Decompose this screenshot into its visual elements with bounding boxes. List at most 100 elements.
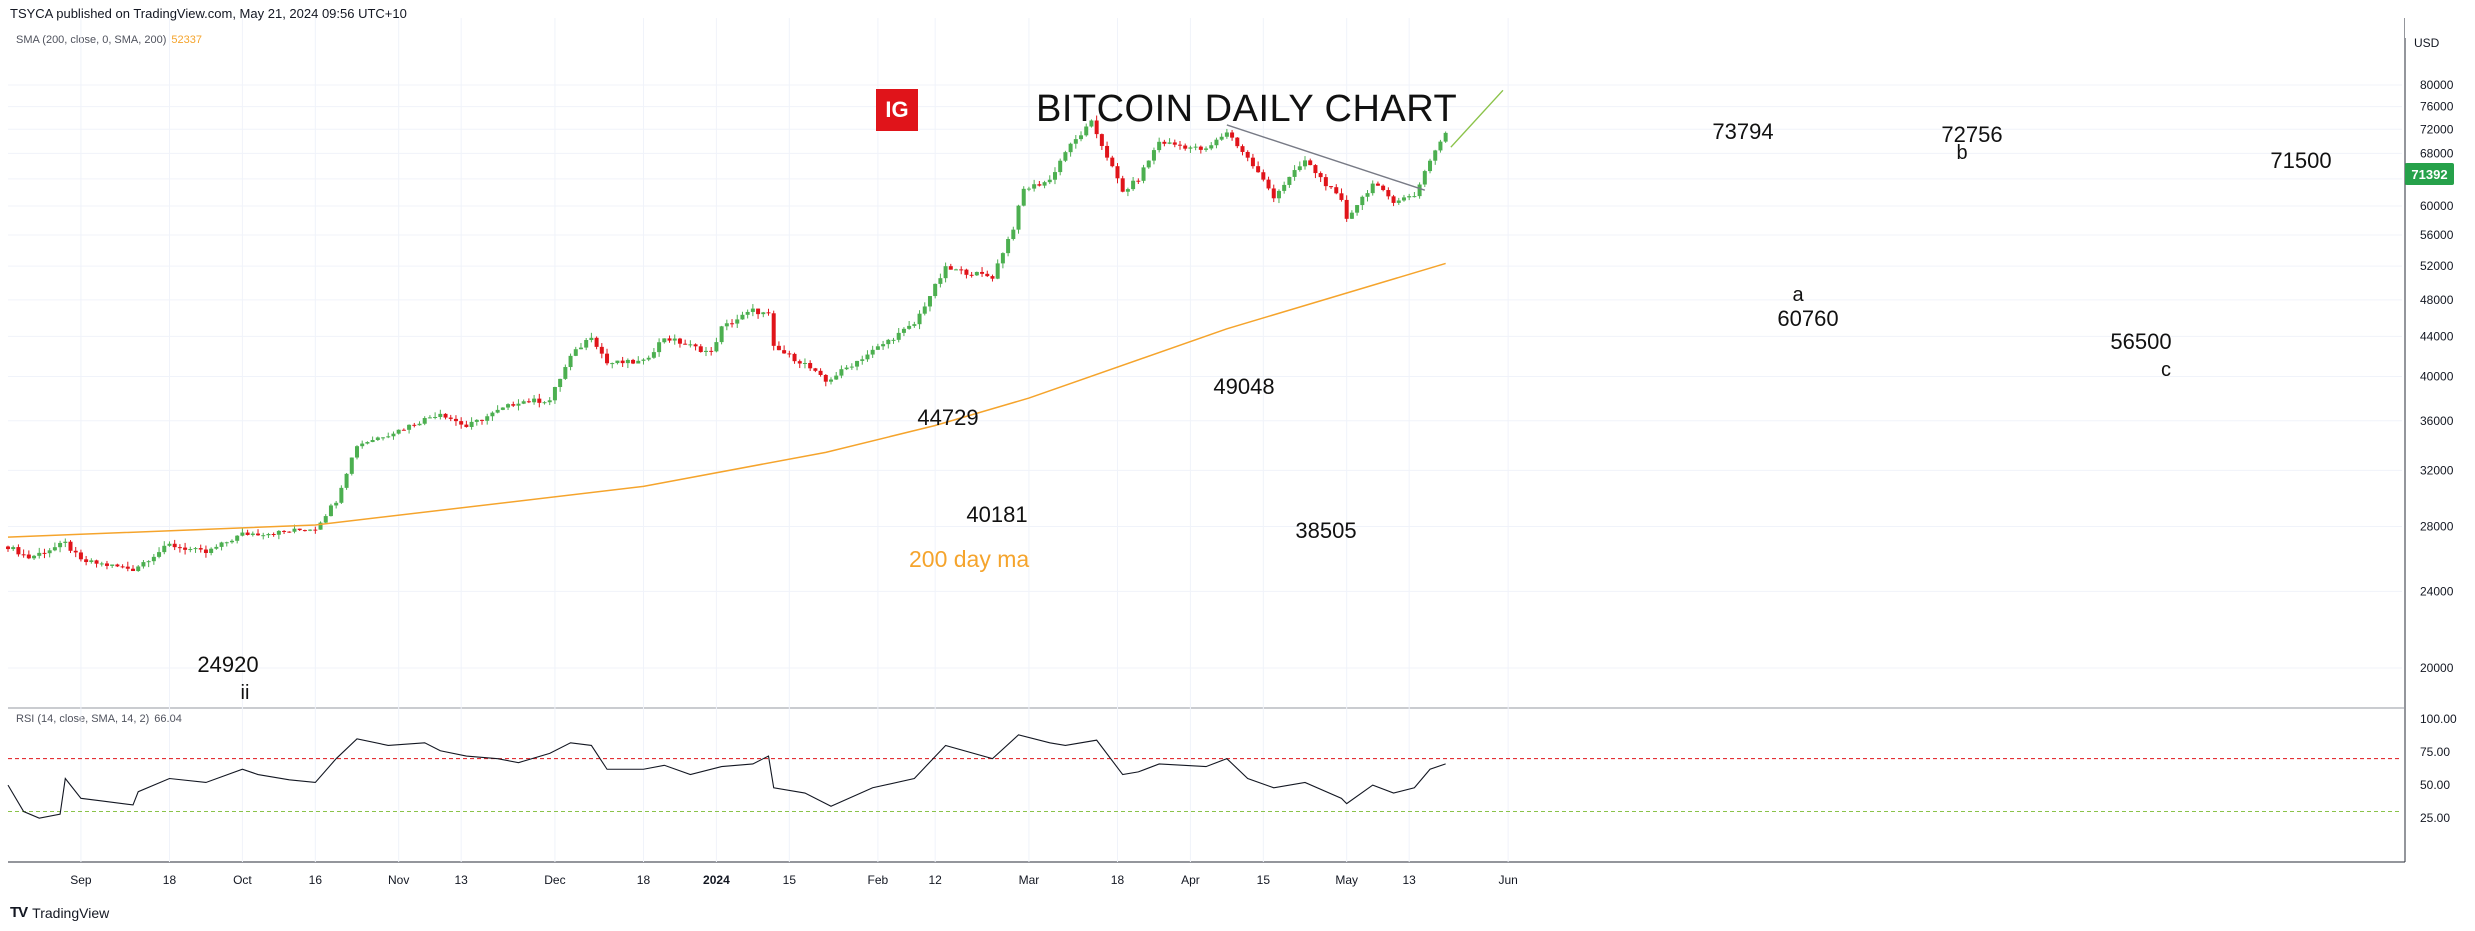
candle-body (162, 545, 167, 553)
candle-body (891, 339, 896, 341)
candle-body (1256, 166, 1261, 173)
candle-body (177, 547, 182, 549)
tradingview-mark-icon: TV (10, 904, 28, 921)
candle-body (183, 547, 188, 550)
price-label-56500: 56500 (2110, 329, 2172, 354)
last-price-tag: 71392 (2405, 163, 2454, 185)
candle-body (995, 263, 1000, 279)
candle-body (6, 546, 10, 550)
candle-body (1105, 145, 1110, 158)
candle-body (766, 312, 771, 314)
candle-body (1136, 180, 1141, 182)
candle-body (651, 352, 656, 358)
candle-body (943, 266, 948, 279)
candle-body (1183, 145, 1188, 149)
price-tick-label: 80000 (2420, 78, 2454, 92)
candle-body (500, 407, 505, 410)
candle-body (912, 324, 917, 326)
candle-body (516, 403, 521, 406)
candle-body (266, 534, 271, 536)
candle-body (339, 487, 344, 503)
candle-body (829, 379, 834, 382)
candle-body (354, 446, 359, 458)
candle-body (250, 533, 255, 535)
candle-body (485, 416, 490, 421)
tradingview-wordmark: TradingView (32, 904, 110, 921)
rsi-value: 66.04 (154, 713, 182, 725)
candle-body (620, 360, 625, 364)
candle-body (297, 528, 302, 531)
candle-body (860, 359, 865, 361)
candle-body (730, 323, 735, 325)
candle-body (964, 269, 969, 275)
candle-body (469, 421, 474, 427)
time-tick-label: 18 (163, 873, 177, 887)
candle-body (896, 332, 901, 340)
candle-body (1250, 157, 1255, 167)
candle-body (870, 349, 875, 355)
candle-body (808, 362, 813, 369)
rsi-label: RSI (14, close, SMA, 14, 2) (16, 713, 150, 725)
candle-body (1214, 139, 1219, 146)
price-tick-label: 68000 (2420, 146, 2454, 160)
candle-body (1401, 197, 1406, 201)
sma-legend[interactable]: SMA (200, close, 0, SMA, 200) 52337 (16, 34, 202, 46)
candle-body (193, 548, 198, 550)
price-tick-label: 60000 (2420, 199, 2454, 213)
candle-body (1329, 186, 1334, 188)
trendline (1226, 124, 1426, 191)
candle-body (396, 429, 401, 434)
rsi-legend[interactable]: RSI (14, close, SMA, 14, 2) 66.04 (16, 713, 182, 725)
price-tick-label: 28000 (2420, 519, 2454, 533)
candle-body (1021, 188, 1026, 206)
candle-body (26, 554, 31, 559)
candle-body (907, 325, 912, 329)
time-tick-label: 2024 (703, 873, 730, 887)
candle-body (146, 561, 151, 563)
candle-body (568, 355, 573, 368)
tradingview-logo[interactable]: TV TradingView (10, 904, 109, 921)
candle-body (1344, 199, 1349, 219)
candle-body (1094, 120, 1099, 135)
sma-value: 52337 (171, 34, 202, 46)
candle-body (532, 398, 537, 403)
candle-body (1235, 137, 1240, 147)
candle-body (276, 530, 281, 535)
candle-body (131, 568, 136, 572)
candle-body (37, 552, 42, 556)
candle-body (526, 401, 531, 403)
wave-label-c: c (2161, 359, 2171, 381)
candle-body (875, 346, 880, 350)
candle-body (89, 560, 94, 563)
candle-body (433, 416, 438, 418)
candle-body (32, 555, 37, 559)
candle-body (1089, 120, 1094, 127)
candle-body (474, 419, 479, 422)
candle-body (1188, 147, 1193, 149)
price-tick-label: 76000 (2420, 100, 2454, 114)
candle-body (271, 534, 276, 536)
price-tick-label: 52000 (2420, 259, 2454, 273)
chart-title: BITCOIN DAILY CHART (1036, 88, 1458, 130)
candle-body (308, 529, 313, 531)
candle-body (927, 296, 932, 307)
candle-body (21, 554, 26, 556)
candle-body (1360, 196, 1365, 206)
time-tick-label: 16 (309, 873, 323, 887)
candle-body (594, 337, 599, 347)
time-tick-label: May (1335, 873, 1358, 887)
candle-body (636, 360, 641, 364)
candle-body (1141, 167, 1146, 181)
candle-body (1428, 160, 1433, 172)
candle-body (188, 549, 193, 551)
currency-label[interactable]: USD (2414, 36, 2440, 50)
candle-body (94, 560, 99, 564)
candle-body (1151, 150, 1156, 161)
candle-body (521, 401, 526, 404)
candle-body (990, 276, 995, 279)
candle-body (563, 367, 568, 379)
candle-body (115, 564, 120, 567)
price-tick-label: 40000 (2420, 370, 2454, 384)
time-tick-label: 13 (454, 873, 468, 887)
